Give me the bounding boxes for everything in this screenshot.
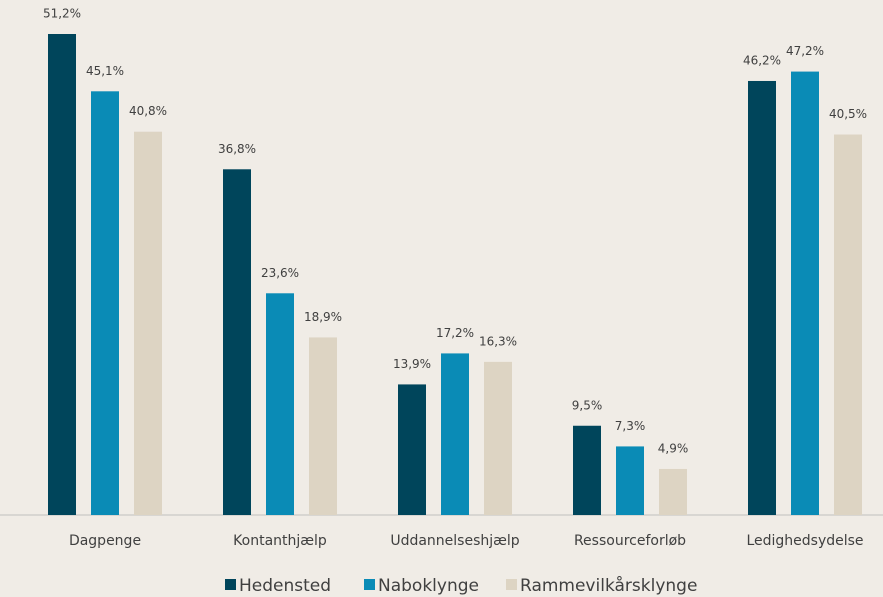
value-label: 7,3%: [615, 419, 646, 433]
x-tick-label: Uddannelseshjælp: [390, 533, 519, 549]
x-tick-label: Dagpenge: [69, 533, 141, 549]
value-label: 16,3%: [479, 334, 517, 348]
bar: [398, 384, 426, 515]
bar: [223, 169, 251, 515]
bar: [48, 34, 76, 515]
legend-label: Naboklynge: [378, 576, 479, 596]
value-label: 46,2%: [743, 53, 781, 67]
x-tick-label: Ressourceforløb: [574, 533, 686, 549]
value-label: 23,6%: [261, 266, 299, 280]
legend-swatch: [364, 579, 375, 590]
value-label: 4,9%: [658, 441, 689, 455]
bar: [791, 71, 819, 515]
bar: [573, 425, 601, 515]
bar: [441, 353, 469, 515]
bar: [484, 361, 512, 515]
legend-swatch: [506, 579, 517, 590]
bar: [748, 80, 776, 515]
value-label: 47,2%: [786, 44, 824, 58]
bar: [134, 131, 162, 515]
value-label: 40,5%: [829, 107, 867, 121]
value-label: 9,5%: [572, 398, 603, 412]
legend-label: Rammevilkårsklynge: [520, 575, 697, 596]
value-label: 13,9%: [393, 357, 431, 371]
value-label: 18,9%: [304, 310, 342, 324]
x-tick-label: Kontanthjælp: [233, 533, 327, 549]
bar: [659, 468, 687, 515]
value-label: 51,2%: [43, 7, 81, 21]
value-label: 36,8%: [218, 142, 256, 156]
bar: [309, 337, 337, 515]
value-label: 17,2%: [436, 326, 474, 340]
legend-label: Hedensted: [239, 576, 331, 596]
bar: [834, 134, 862, 515]
value-label: 45,1%: [86, 64, 124, 78]
bar: [266, 293, 294, 515]
bar: [616, 446, 644, 515]
bar: [91, 91, 119, 515]
legend-swatch: [225, 579, 236, 590]
x-tick-label: Ledighedsydelse: [746, 533, 863, 549]
value-label: 40,8%: [129, 104, 167, 118]
